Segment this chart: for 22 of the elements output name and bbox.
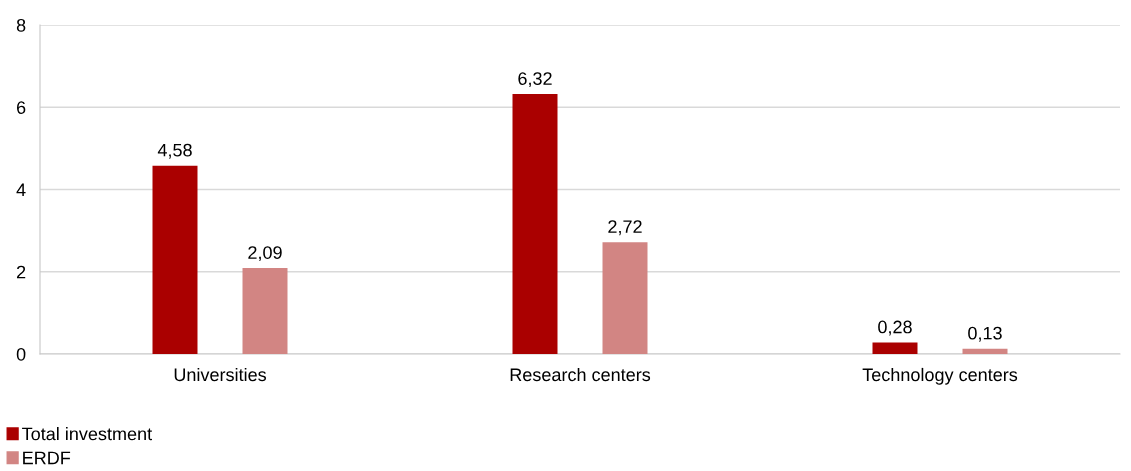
bar — [872, 342, 918, 354]
y-tick-label: 0 — [16, 347, 26, 361]
legend-label: ERDF — [23, 451, 71, 465]
bar — [512, 94, 558, 354]
data-label: 4,58 — [157, 143, 192, 159]
data-label: 6,32 — [518, 72, 552, 88]
bar — [962, 348, 1008, 354]
y-tick-label: 8 — [16, 18, 26, 32]
data-label: 0,28 — [878, 320, 912, 336]
data-label: 2,72 — [608, 220, 642, 236]
x-tick-label: Technology centers — [862, 367, 1018, 385]
data-label: 0,13 — [968, 326, 1002, 342]
y-tick-label: 6 — [16, 101, 26, 114]
x-tick-label: Universities — [174, 367, 266, 382]
bar — [242, 268, 288, 354]
y-tick-label: 4 — [16, 183, 26, 197]
y-tick-label: 2 — [16, 265, 26, 279]
bar — [152, 165, 198, 354]
legend-label: Total investment — [22, 427, 152, 441]
bar — [602, 242, 648, 354]
x-tick-label: Research centers — [510, 367, 651, 382]
data-label: 2,09 — [248, 246, 282, 262]
